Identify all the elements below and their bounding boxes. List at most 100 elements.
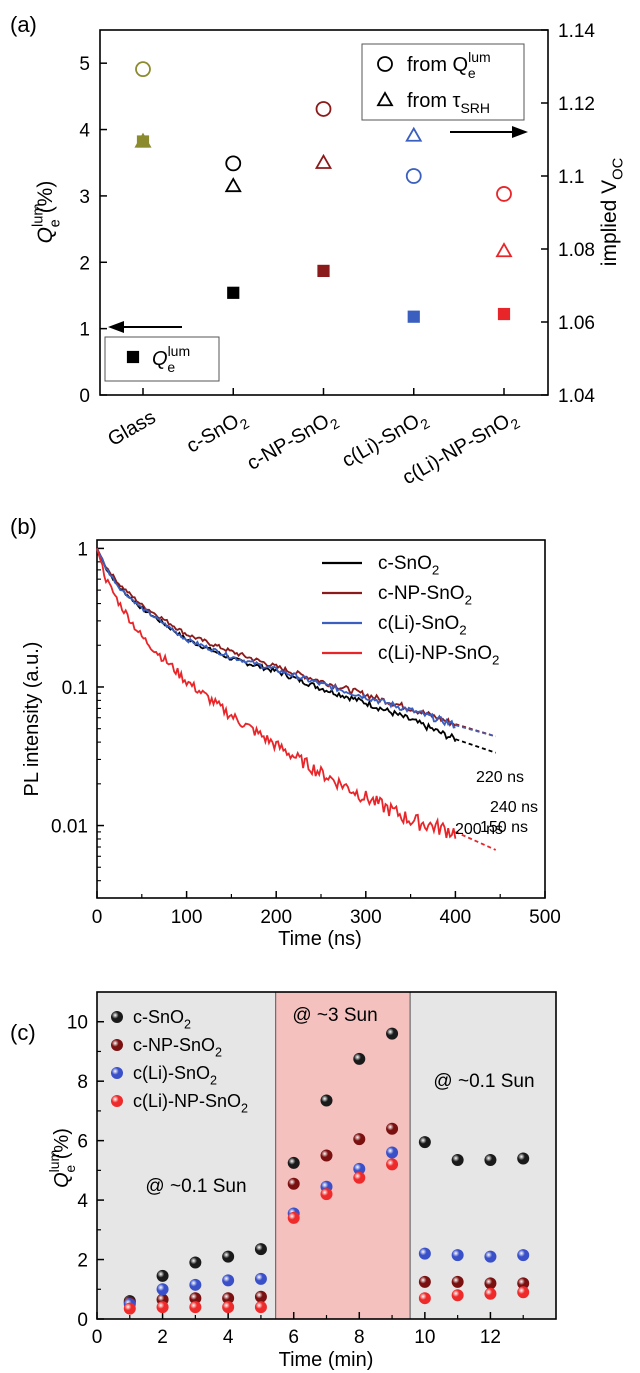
legend-label-c: c-SnO2	[133, 1007, 191, 1031]
data-point-c	[254, 1290, 267, 1303]
data-point-c	[517, 1286, 530, 1299]
data-point-c	[418, 1292, 431, 1305]
x-tick-label-b: 400	[440, 907, 472, 928]
y-tick-label-b: 0.01	[51, 817, 88, 838]
y-tick-label-c: 6	[77, 1132, 88, 1153]
data-point-c	[156, 1283, 169, 1296]
marker-circle-a	[405, 168, 422, 184]
fit-extension-1	[455, 723, 496, 738]
category-label-a: Glass	[104, 406, 159, 451]
y-tick-label-c: 4	[77, 1191, 88, 1212]
y-tick-label-c: 2	[77, 1251, 88, 1272]
right-tick-label-a: 1.04	[558, 386, 595, 407]
x-tick-label-c: 12	[480, 1327, 501, 1348]
data-point-c	[222, 1274, 235, 1287]
data-point-c	[320, 1149, 333, 1162]
x-axis-title-c: Time (min)	[279, 1349, 374, 1371]
pl-trace-2	[96, 548, 456, 729]
y-tick-label-c: 10	[67, 1013, 88, 1034]
data-point-c	[222, 1301, 235, 1314]
marker-square-a	[407, 310, 420, 323]
data-point-c	[451, 1249, 464, 1262]
data-point-c	[287, 1156, 300, 1169]
data-point-c	[254, 1243, 267, 1256]
x-tick-label-b: 0	[92, 907, 103, 928]
y-tick-label-b: 0.1	[62, 678, 88, 699]
left-tick-label-a: 4	[79, 121, 90, 142]
marker-circle-a	[135, 61, 151, 78]
data-point-c	[353, 1133, 366, 1146]
y-tick-label-b: 1	[77, 539, 88, 560]
marker-circle-a	[225, 155, 242, 172]
right-axis-title-a: implied VOC	[598, 157, 626, 266]
legend-marker-a	[376, 91, 394, 107]
left-tick-label-a: 1	[79, 320, 90, 341]
y-axis-title-c: Qlume (%)	[46, 1128, 78, 1188]
region-band-2	[410, 992, 556, 1319]
right-tick-label-a: 1.1	[558, 167, 584, 188]
data-point-c	[287, 1211, 300, 1224]
arrowhead-right-a	[512, 126, 528, 138]
legend-marker-c	[111, 1095, 123, 1107]
category-label-a: c-SnO2	[183, 406, 252, 461]
legend-text-a: from Qlum e	[407, 49, 491, 81]
data-point-c	[517, 1249, 530, 1262]
data-point-c	[156, 1301, 169, 1314]
data-point-c	[386, 1158, 399, 1171]
right-tick-label-a: 1.08	[558, 240, 595, 261]
left-tick-label-a: 3	[79, 187, 90, 208]
fit-label-b: 220 ns	[476, 769, 524, 786]
pl-trace-1	[96, 547, 457, 727]
legend-marker-a	[377, 56, 393, 72]
marker-triangle-a	[314, 153, 333, 169]
left-tick-label-a: 2	[79, 253, 90, 274]
x-tick-label-c: 6	[288, 1327, 299, 1348]
category-label-a: c-NP-SnO2	[243, 406, 342, 478]
panel-label-c: (c)	[10, 1020, 36, 1045]
data-point-c	[353, 1052, 366, 1065]
legend-box-bottom-a	[104, 336, 220, 382]
data-point-c	[418, 1247, 431, 1260]
legend-marker-bottom-a	[126, 350, 140, 364]
data-point-c	[189, 1292, 202, 1305]
x-tick-label-b: 500	[529, 907, 561, 928]
data-point-c	[418, 1136, 431, 1149]
legend-marker-c	[111, 1039, 123, 1051]
region-label-c: @ ~3 Sun	[292, 1005, 377, 1026]
legend-label-c: c-NP-SnO2	[133, 1035, 222, 1059]
legend-label-b: c-NP-SnO2	[378, 583, 472, 608]
marker-square-a	[227, 286, 240, 299]
data-point-c	[484, 1153, 497, 1166]
marker-circle-a	[315, 101, 332, 117]
legend-box-a	[361, 43, 525, 121]
data-point-c	[320, 1188, 333, 1201]
data-point-c	[287, 1177, 300, 1190]
x-tick-label-c: 10	[414, 1327, 435, 1348]
marker-triangle-a	[134, 132, 152, 148]
x-tick-label-c: 2	[157, 1327, 168, 1348]
data-point-c	[254, 1272, 267, 1285]
fit-label-b: 150 ns	[480, 819, 528, 836]
panel-label-a: (a)	[10, 12, 37, 37]
fit-label-b: 240 ns	[490, 799, 538, 816]
legend-label-c: c(Li)-SnO2	[133, 1063, 217, 1087]
data-point-c	[484, 1287, 497, 1300]
data-point-c	[386, 1122, 399, 1135]
fit-label-b: 200 ns	[455, 821, 503, 838]
legend-label-b: c(Li)-NP-SnO2	[378, 643, 499, 668]
data-point-c	[353, 1162, 366, 1175]
x-tick-label-b: 100	[171, 907, 203, 928]
x-tick-label-c: 8	[354, 1327, 365, 1348]
legend-label-b: c(Li)-SnO2	[378, 613, 467, 638]
data-point-c	[451, 1275, 464, 1288]
right-tick-label-a: 1.06	[558, 313, 595, 334]
marker-triangle-a	[224, 177, 242, 193]
y-axis-title-b: PL intensity (a.u.)	[21, 642, 43, 797]
region-label-c: @ ~0.1 Sun	[433, 1071, 534, 1092]
x-tick-label-b: 300	[350, 907, 382, 928]
legend-label-b: c-SnO2	[378, 553, 439, 578]
data-point-c	[451, 1153, 464, 1166]
y-tick-label-c: 0	[77, 1310, 88, 1331]
plot-frame-b	[96, 539, 546, 899]
